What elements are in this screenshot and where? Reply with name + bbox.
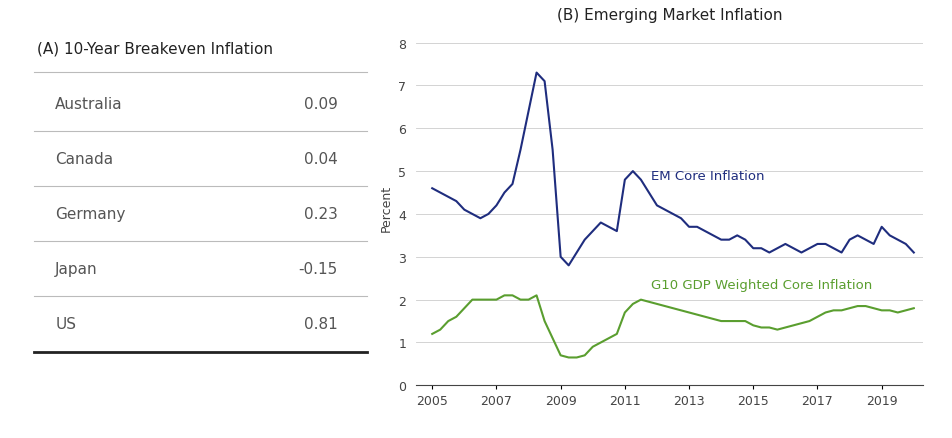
Text: Canada: Canada <box>55 152 113 167</box>
Text: 0.81: 0.81 <box>304 317 338 332</box>
Text: 0.23: 0.23 <box>304 207 338 222</box>
Y-axis label: Percent: Percent <box>380 184 393 232</box>
Text: Australia: Australia <box>55 97 123 112</box>
Text: G10 GDP Weighted Core Inflation: G10 GDP Weighted Core Inflation <box>650 279 872 291</box>
Text: Japan: Japan <box>55 262 98 277</box>
Text: EM Core Inflation: EM Core Inflation <box>650 170 764 183</box>
Text: -0.15: -0.15 <box>299 262 338 277</box>
Text: Germany: Germany <box>55 207 126 222</box>
Text: 0.04: 0.04 <box>304 152 338 167</box>
Text: (A) 10-Year Breakeven Inflation: (A) 10-Year Breakeven Inflation <box>37 41 273 56</box>
Text: 0.09: 0.09 <box>304 97 338 112</box>
Title: (B) Emerging Market Inflation: (B) Emerging Market Inflation <box>557 7 783 23</box>
Text: US: US <box>55 317 76 332</box>
